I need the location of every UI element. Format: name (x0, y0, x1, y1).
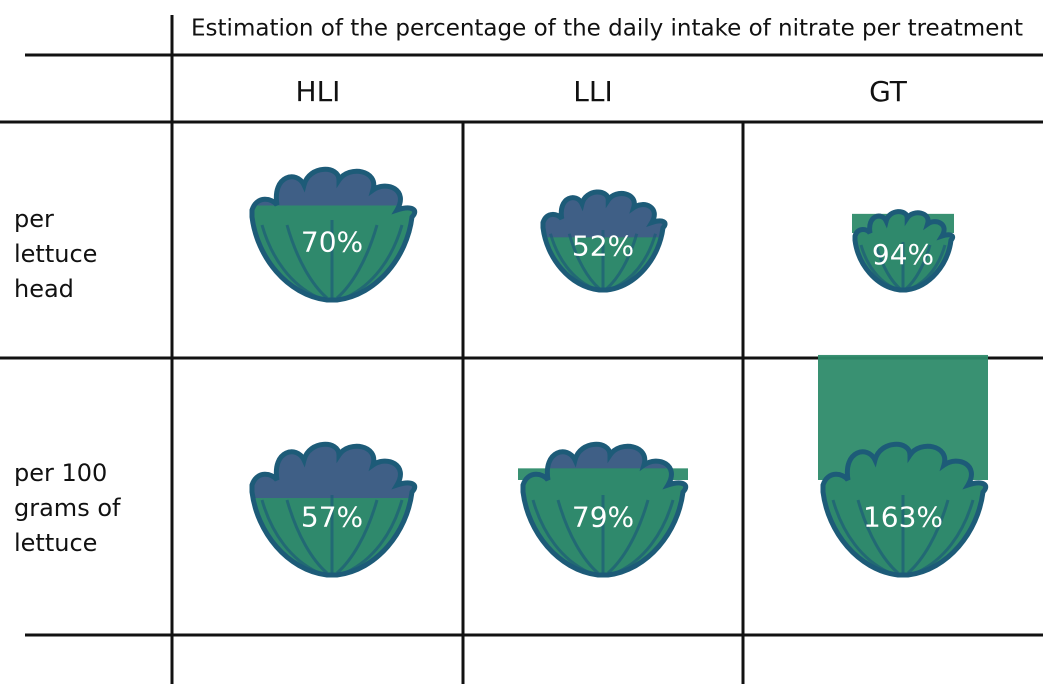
value-label: 70% (301, 225, 363, 258)
column-header: LLI (573, 75, 612, 108)
grid (0, 15, 1043, 684)
value-label: 163% (863, 500, 943, 533)
row-label: per lettuce head (14, 202, 139, 307)
value-label: 57% (301, 500, 363, 533)
value-label: 79% (572, 500, 634, 533)
lettuce-icon (818, 355, 988, 575)
column-header: GT (869, 75, 908, 108)
value-label: 94% (872, 238, 934, 271)
row-label: per 100 grams of lettuce (14, 456, 139, 561)
chart: Estimation of the percentage of the dail… (0, 0, 1043, 684)
value-label: 52% (572, 229, 634, 262)
chart-title: Estimation of the percentage of the dail… (191, 16, 1023, 42)
column-header: HLI (296, 75, 341, 108)
infographic: Estimation of the percentage of the dail… (0, 0, 1043, 684)
